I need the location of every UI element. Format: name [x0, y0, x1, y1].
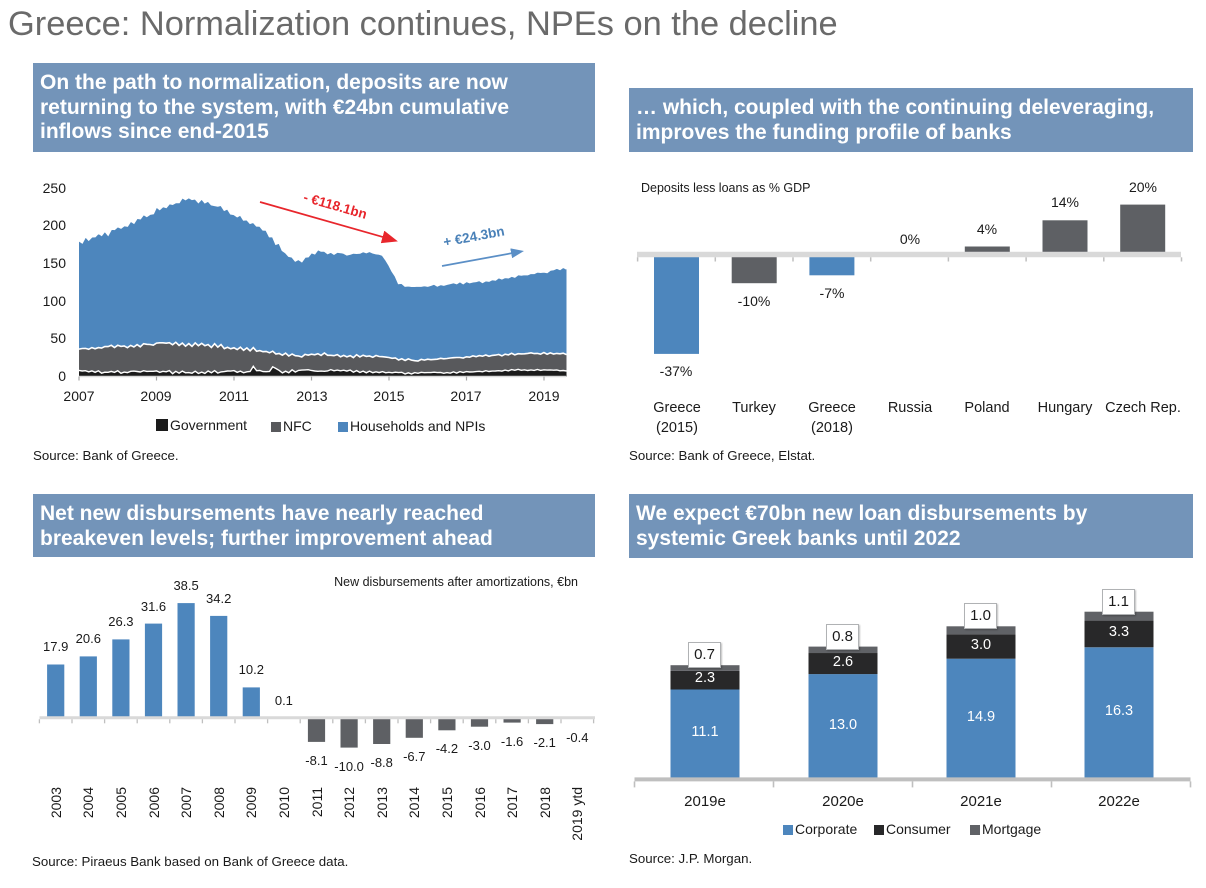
svg-text:+ €24.3bn: + €24.3bn	[442, 223, 506, 249]
